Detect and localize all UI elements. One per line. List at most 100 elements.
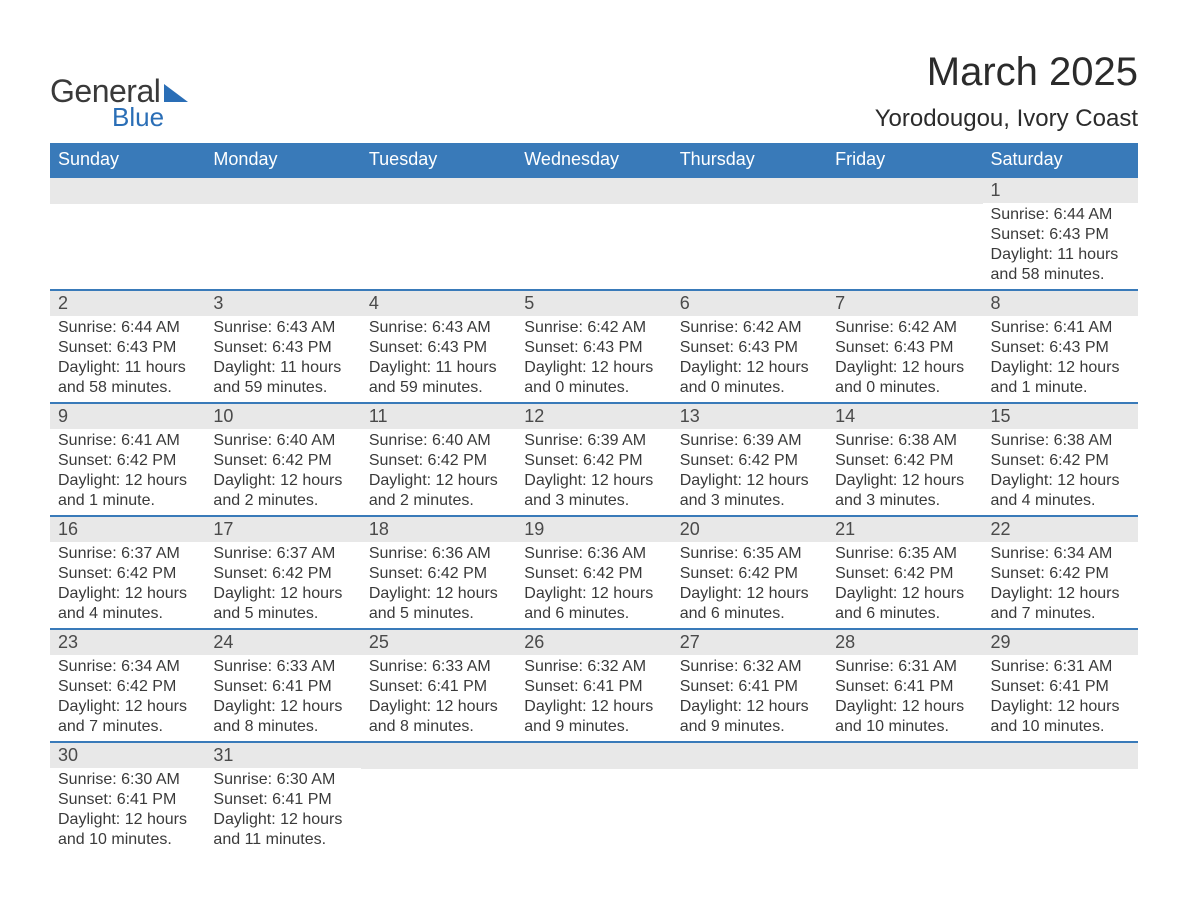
empty-day-bar [50, 178, 205, 204]
daylight-text: Daylight: 12 hours and 3 minutes. [524, 471, 663, 511]
empty-day-bar [205, 178, 360, 204]
sunset-text: Sunset: 6:42 PM [58, 677, 197, 697]
sunrise-text: Sunrise: 6:44 AM [58, 318, 197, 338]
day-details: Sunrise: 6:30 AMSunset: 6:41 PMDaylight:… [50, 768, 205, 854]
day-cell: 23Sunrise: 6:34 AMSunset: 6:42 PMDayligh… [50, 630, 205, 741]
sunrise-text: Sunrise: 6:30 AM [213, 770, 352, 790]
day-number: 10 [205, 404, 360, 429]
sunrise-text: Sunrise: 6:36 AM [369, 544, 508, 564]
day-number: 11 [361, 404, 516, 429]
sunset-text: Sunset: 6:41 PM [213, 677, 352, 697]
day-cell: 19Sunrise: 6:36 AMSunset: 6:42 PMDayligh… [516, 517, 671, 628]
day-number: 13 [672, 404, 827, 429]
day-details: Sunrise: 6:33 AMSunset: 6:41 PMDaylight:… [361, 655, 516, 741]
day-cell: 10Sunrise: 6:40 AMSunset: 6:42 PMDayligh… [205, 404, 360, 515]
day-cell [672, 743, 827, 854]
day-number: 22 [983, 517, 1138, 542]
day-number: 5 [516, 291, 671, 316]
empty-day-bar [672, 178, 827, 204]
day-number: 8 [983, 291, 1138, 316]
daylight-text: Daylight: 12 hours and 3 minutes. [835, 471, 974, 511]
sunrise-text: Sunrise: 6:37 AM [58, 544, 197, 564]
day-number: 7 [827, 291, 982, 316]
sunrise-text: Sunrise: 6:39 AM [524, 431, 663, 451]
daylight-text: Daylight: 12 hours and 0 minutes. [524, 358, 663, 398]
day-number: 3 [205, 291, 360, 316]
day-details: Sunrise: 6:39 AMSunset: 6:42 PMDaylight:… [672, 429, 827, 515]
sunset-text: Sunset: 6:43 PM [835, 338, 974, 358]
sunset-text: Sunset: 6:43 PM [369, 338, 508, 358]
daylight-text: Daylight: 12 hours and 4 minutes. [991, 471, 1130, 511]
sunset-text: Sunset: 6:43 PM [991, 225, 1130, 245]
day-details: Sunrise: 6:40 AMSunset: 6:42 PMDaylight:… [205, 429, 360, 515]
daylight-text: Daylight: 11 hours and 58 minutes. [991, 245, 1130, 285]
day-cell: 24Sunrise: 6:33 AMSunset: 6:41 PMDayligh… [205, 630, 360, 741]
daylight-text: Daylight: 12 hours and 0 minutes. [835, 358, 974, 398]
day-details: Sunrise: 6:31 AMSunset: 6:41 PMDaylight:… [983, 655, 1138, 741]
weeks-container: 1Sunrise: 6:44 AMSunset: 6:43 PMDaylight… [50, 176, 1138, 854]
day-details: Sunrise: 6:43 AMSunset: 6:43 PMDaylight:… [361, 316, 516, 402]
sunrise-text: Sunrise: 6:33 AM [213, 657, 352, 677]
sunset-text: Sunset: 6:42 PM [213, 564, 352, 584]
day-details: Sunrise: 6:42 AMSunset: 6:43 PMDaylight:… [516, 316, 671, 402]
sunrise-text: Sunrise: 6:32 AM [524, 657, 663, 677]
sunset-text: Sunset: 6:42 PM [213, 451, 352, 471]
day-number: 23 [50, 630, 205, 655]
sunset-text: Sunset: 6:43 PM [991, 338, 1130, 358]
day-details: Sunrise: 6:35 AMSunset: 6:42 PMDaylight:… [827, 542, 982, 628]
weekday-header-row: SundayMondayTuesdayWednesdayThursdayFrid… [50, 143, 1138, 176]
day-cell: 14Sunrise: 6:38 AMSunset: 6:42 PMDayligh… [827, 404, 982, 515]
day-cell: 11Sunrise: 6:40 AMSunset: 6:42 PMDayligh… [361, 404, 516, 515]
day-cell [516, 178, 671, 289]
sunset-text: Sunset: 6:41 PM [213, 790, 352, 810]
sunset-text: Sunset: 6:41 PM [680, 677, 819, 697]
day-number: 1 [983, 178, 1138, 203]
day-number: 4 [361, 291, 516, 316]
day-details: Sunrise: 6:39 AMSunset: 6:42 PMDaylight:… [516, 429, 671, 515]
daylight-text: Daylight: 12 hours and 8 minutes. [369, 697, 508, 737]
sunset-text: Sunset: 6:42 PM [58, 451, 197, 471]
day-cell: 13Sunrise: 6:39 AMSunset: 6:42 PMDayligh… [672, 404, 827, 515]
day-cell: 9Sunrise: 6:41 AMSunset: 6:42 PMDaylight… [50, 404, 205, 515]
day-details: Sunrise: 6:38 AMSunset: 6:42 PMDaylight:… [827, 429, 982, 515]
sunset-text: Sunset: 6:42 PM [835, 564, 974, 584]
sunset-text: Sunset: 6:42 PM [835, 451, 974, 471]
sunrise-text: Sunrise: 6:43 AM [369, 318, 508, 338]
sunrise-text: Sunrise: 6:44 AM [991, 205, 1130, 225]
day-details: Sunrise: 6:37 AMSunset: 6:42 PMDaylight:… [50, 542, 205, 628]
sunset-text: Sunset: 6:42 PM [524, 564, 663, 584]
empty-day-bar [827, 743, 982, 769]
day-details: Sunrise: 6:36 AMSunset: 6:42 PMDaylight:… [516, 542, 671, 628]
week-row: 23Sunrise: 6:34 AMSunset: 6:42 PMDayligh… [50, 628, 1138, 741]
empty-day-bar [672, 743, 827, 769]
daylight-text: Daylight: 11 hours and 59 minutes. [213, 358, 352, 398]
header: General Blue March 2025 Yorodougou, Ivor… [50, 50, 1138, 133]
daylight-text: Daylight: 11 hours and 58 minutes. [58, 358, 197, 398]
day-cell [516, 743, 671, 854]
sunset-text: Sunset: 6:42 PM [524, 451, 663, 471]
daylight-text: Daylight: 12 hours and 9 minutes. [524, 697, 663, 737]
day-number: 17 [205, 517, 360, 542]
day-cell: 3Sunrise: 6:43 AMSunset: 6:43 PMDaylight… [205, 291, 360, 402]
day-number: 15 [983, 404, 1138, 429]
day-number: 21 [827, 517, 982, 542]
daylight-text: Daylight: 12 hours and 4 minutes. [58, 584, 197, 624]
sunset-text: Sunset: 6:42 PM [680, 451, 819, 471]
daylight-text: Daylight: 12 hours and 2 minutes. [369, 471, 508, 511]
daylight-text: Daylight: 12 hours and 6 minutes. [680, 584, 819, 624]
day-details: Sunrise: 6:41 AMSunset: 6:42 PMDaylight:… [50, 429, 205, 515]
day-number: 6 [672, 291, 827, 316]
day-cell: 27Sunrise: 6:32 AMSunset: 6:41 PMDayligh… [672, 630, 827, 741]
day-details: Sunrise: 6:32 AMSunset: 6:41 PMDaylight:… [672, 655, 827, 741]
sunset-text: Sunset: 6:42 PM [369, 451, 508, 471]
daylight-text: Daylight: 12 hours and 5 minutes. [213, 584, 352, 624]
day-cell: 21Sunrise: 6:35 AMSunset: 6:42 PMDayligh… [827, 517, 982, 628]
week-row: 1Sunrise: 6:44 AMSunset: 6:43 PMDaylight… [50, 176, 1138, 289]
month-title: March 2025 [875, 50, 1138, 95]
empty-day-bar [516, 743, 671, 769]
day-cell: 16Sunrise: 6:37 AMSunset: 6:42 PMDayligh… [50, 517, 205, 628]
empty-day-bar [827, 178, 982, 204]
day-cell: 28Sunrise: 6:31 AMSunset: 6:41 PMDayligh… [827, 630, 982, 741]
sunrise-text: Sunrise: 6:33 AM [369, 657, 508, 677]
logo: General Blue [50, 73, 188, 133]
